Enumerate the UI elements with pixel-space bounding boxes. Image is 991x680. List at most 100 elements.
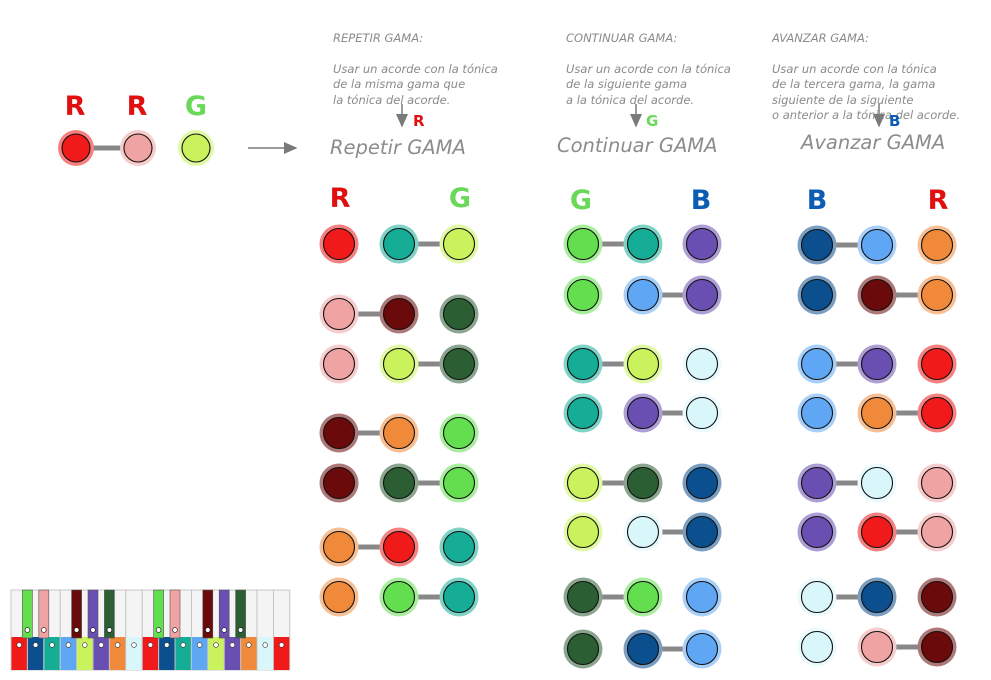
white-key-color-13 xyxy=(208,637,224,670)
black-key-5 xyxy=(104,589,115,639)
avanzar-row-8-node-2 xyxy=(857,627,897,667)
repetir-row-2-node-3 xyxy=(439,294,479,334)
white-key-color-7 xyxy=(109,637,126,670)
column-letter-continuar-right: B xyxy=(690,185,712,216)
avanzar-row-3-node-3 xyxy=(917,344,957,384)
avanzar-row-7-node-3 xyxy=(917,577,957,617)
avanzar-row-4-node-3 xyxy=(917,393,957,433)
note-continuar-head: CONTINUAR GAMA: xyxy=(566,30,678,45)
title-continuar: Continuar GAMA xyxy=(557,134,718,157)
piano-keyboard xyxy=(10,589,291,671)
avanzar-row-8-node-3 xyxy=(917,627,957,667)
white-key-dot-13 xyxy=(213,642,219,648)
white-key-dot-8 xyxy=(131,642,137,648)
continuar-row-3-node-2 xyxy=(623,344,663,384)
repetir-row-6-node-2 xyxy=(379,527,419,567)
white-key-dot-6 xyxy=(98,642,104,648)
black-key-dot-6 xyxy=(155,627,162,633)
repetir-row-5-node-3 xyxy=(439,463,479,503)
note-repetir-body: Usar un acorde con la tónica de la misma… xyxy=(333,61,498,107)
black-key-4 xyxy=(87,589,99,639)
note-repetir: REPETIR GAMA: Usar un acorde con la tóni… xyxy=(333,15,553,108)
continuar-row-5-node-2 xyxy=(623,463,663,503)
white-key-color-12 xyxy=(191,637,208,670)
repetir-row-3-node-2 xyxy=(379,344,419,384)
white-key-color-1 xyxy=(11,637,27,670)
continuar-row-3-node-3 xyxy=(682,344,722,384)
continuar-row-5-node-3 xyxy=(682,463,722,503)
white-key-color-17 xyxy=(273,637,290,670)
white-key-dot-11 xyxy=(180,642,186,648)
continuar-row-5-node-1 xyxy=(563,463,603,503)
black-key-1 xyxy=(22,589,33,639)
title-repetir: Repetir GAMA xyxy=(330,136,466,159)
column-letter-repetir-left: R xyxy=(329,183,351,214)
arrow-letter-avanzar: B xyxy=(889,112,901,130)
source-node-2 xyxy=(120,130,156,166)
avanzar-row-4-node-2 xyxy=(857,393,897,433)
avanzar-row-1-node-1 xyxy=(797,225,837,265)
continuar-row-7-node-1 xyxy=(563,577,603,617)
continuar-row-7-node-3 xyxy=(682,577,722,617)
white-key-color-14 xyxy=(224,637,241,670)
repetir-row-3-node-3 xyxy=(439,344,479,384)
white-key-dot-10 xyxy=(164,642,170,648)
repetir-row-6-node-3 xyxy=(439,527,479,567)
white-key-dot-3 xyxy=(49,642,55,648)
repetir-row-2-node-1 xyxy=(319,294,359,334)
repetir-row-7-node-3 xyxy=(439,577,479,617)
avanzar-row-4-node-1 xyxy=(797,393,837,433)
continuar-row-4-node-1 xyxy=(563,393,603,433)
black-key-8 xyxy=(202,589,214,639)
continuar-row-8-node-2 xyxy=(623,629,663,669)
avanzar-row-5-node-3 xyxy=(917,463,957,503)
avanzar-row-7-node-1 xyxy=(797,577,837,617)
white-key-dot-1 xyxy=(16,642,22,648)
source-node-1 xyxy=(58,130,94,166)
white-key-dot-4 xyxy=(65,642,72,648)
black-key-dot-5 xyxy=(106,627,113,633)
white-key-color-15 xyxy=(241,637,257,670)
repetir-row-5-node-1 xyxy=(319,463,359,503)
continuar-row-4-node-2 xyxy=(623,393,663,433)
avanzar-row-5-node-1 xyxy=(797,463,837,503)
avanzar-row-1-node-3 xyxy=(917,225,957,265)
note-repetir-head: REPETIR GAMA: xyxy=(333,30,424,45)
repetir-row-3-node-1 xyxy=(319,344,359,384)
column-letter-avanzar-left: B xyxy=(806,185,828,216)
continuar-row-4-node-3 xyxy=(682,393,722,433)
avanzar-row-7-node-2 xyxy=(857,577,897,617)
avanzar-row-2-node-1 xyxy=(797,275,837,315)
white-key-dot-9 xyxy=(147,642,154,648)
black-key-2 xyxy=(38,589,50,639)
white-key-color-16 xyxy=(257,637,273,670)
avanzar-row-6-node-2 xyxy=(857,512,897,552)
column-letter-avanzar-right: R xyxy=(927,185,949,216)
note-avanzar-head: AVANZAR GAMA: xyxy=(772,30,869,45)
repetir-row-1-node-1 xyxy=(319,224,359,264)
source-letter-2: R xyxy=(126,91,148,122)
column-letter-repetir-right: G xyxy=(448,183,472,214)
repetir-row-7-node-1 xyxy=(319,577,359,617)
avanzar-row-2-node-2 xyxy=(857,275,897,315)
black-key-dot-8 xyxy=(205,627,211,633)
avanzar-row-2-node-3 xyxy=(917,275,957,315)
white-key-dot-7 xyxy=(114,642,121,648)
source-node-3 xyxy=(178,130,214,166)
white-key-dot-2 xyxy=(32,642,39,648)
continuar-row-1-node-1 xyxy=(563,224,603,264)
black-key-10 xyxy=(235,589,246,639)
avanzar-row-3-node-1 xyxy=(797,344,837,384)
continuar-row-1-node-2 xyxy=(623,224,663,264)
continuar-row-3-node-1 xyxy=(563,344,603,384)
white-key-dot-15 xyxy=(246,642,252,648)
note-avanzar: AVANZAR GAMA: Usar un acorde con la tóni… xyxy=(772,15,991,124)
arrow-letter-continuar: G xyxy=(646,112,659,130)
continuar-row-8-node-3 xyxy=(682,629,722,669)
source-letter-3: G xyxy=(184,91,208,122)
note-continuar: CONTINUAR GAMA: Usar un acorde con la tó… xyxy=(566,15,786,108)
black-key-9 xyxy=(218,589,230,639)
white-key-dot-12 xyxy=(196,642,203,648)
black-key-dot-3 xyxy=(73,627,80,633)
